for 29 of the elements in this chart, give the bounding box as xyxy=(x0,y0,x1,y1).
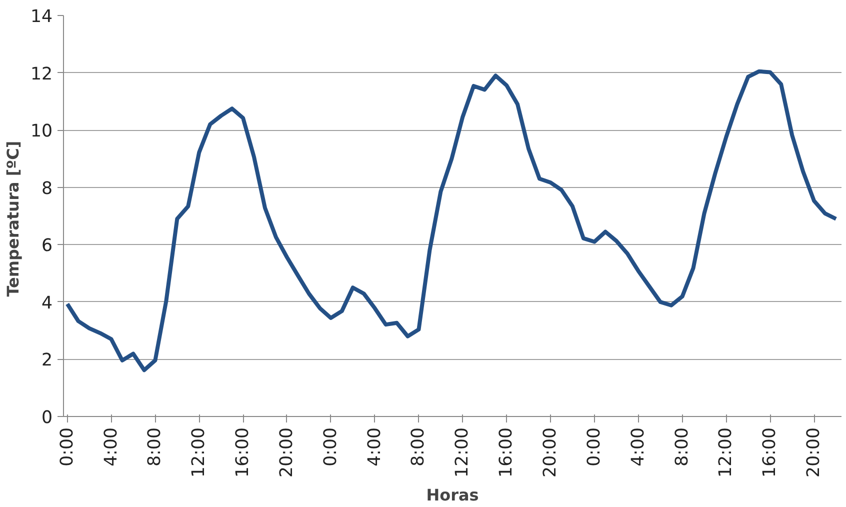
x-tick-label: 4:00 xyxy=(101,427,122,466)
x-tick-label: 12:00 xyxy=(189,428,210,478)
x-tick-label: 8:00 xyxy=(408,427,429,466)
y-axis-title: Temperatura [ºC] xyxy=(3,140,22,297)
x-tick-label: 8:00 xyxy=(145,427,166,466)
y-tick-label: 0 xyxy=(41,408,53,428)
x-tick-label: 0:00 xyxy=(57,427,78,466)
y-tick-label: 4 xyxy=(41,293,53,314)
x-tick-label: 12:00 xyxy=(716,428,736,478)
x-axis-title: Horas xyxy=(426,485,479,504)
x-tick-label: 20:00 xyxy=(276,428,297,478)
x-tick-label: 20:00 xyxy=(540,428,561,478)
y-tick-label: 10 xyxy=(30,122,53,142)
y-tick-label: 12 xyxy=(30,64,53,84)
x-tick-label: 16:00 xyxy=(496,428,517,478)
x-tick-label: 4:00 xyxy=(628,427,648,466)
line-series xyxy=(65,69,838,372)
x-tick-label: 4:00 xyxy=(364,427,385,466)
y-tick-label: 2 xyxy=(41,350,53,371)
x-tick-label: 20:00 xyxy=(804,428,824,478)
y-tick-label: 6 xyxy=(41,236,53,256)
x-tick-label: 0:00 xyxy=(584,427,604,466)
x-tick-label: 16:00 xyxy=(760,428,780,478)
x-tick-label: 0:00 xyxy=(320,427,341,466)
x-tick-label: 16:00 xyxy=(233,428,254,478)
x-tick-label: 8:00 xyxy=(672,427,692,466)
y-tick-label: 14 xyxy=(30,7,53,27)
y-tick-label: 8 xyxy=(41,178,53,199)
x-tick-label: 12:00 xyxy=(452,428,473,478)
